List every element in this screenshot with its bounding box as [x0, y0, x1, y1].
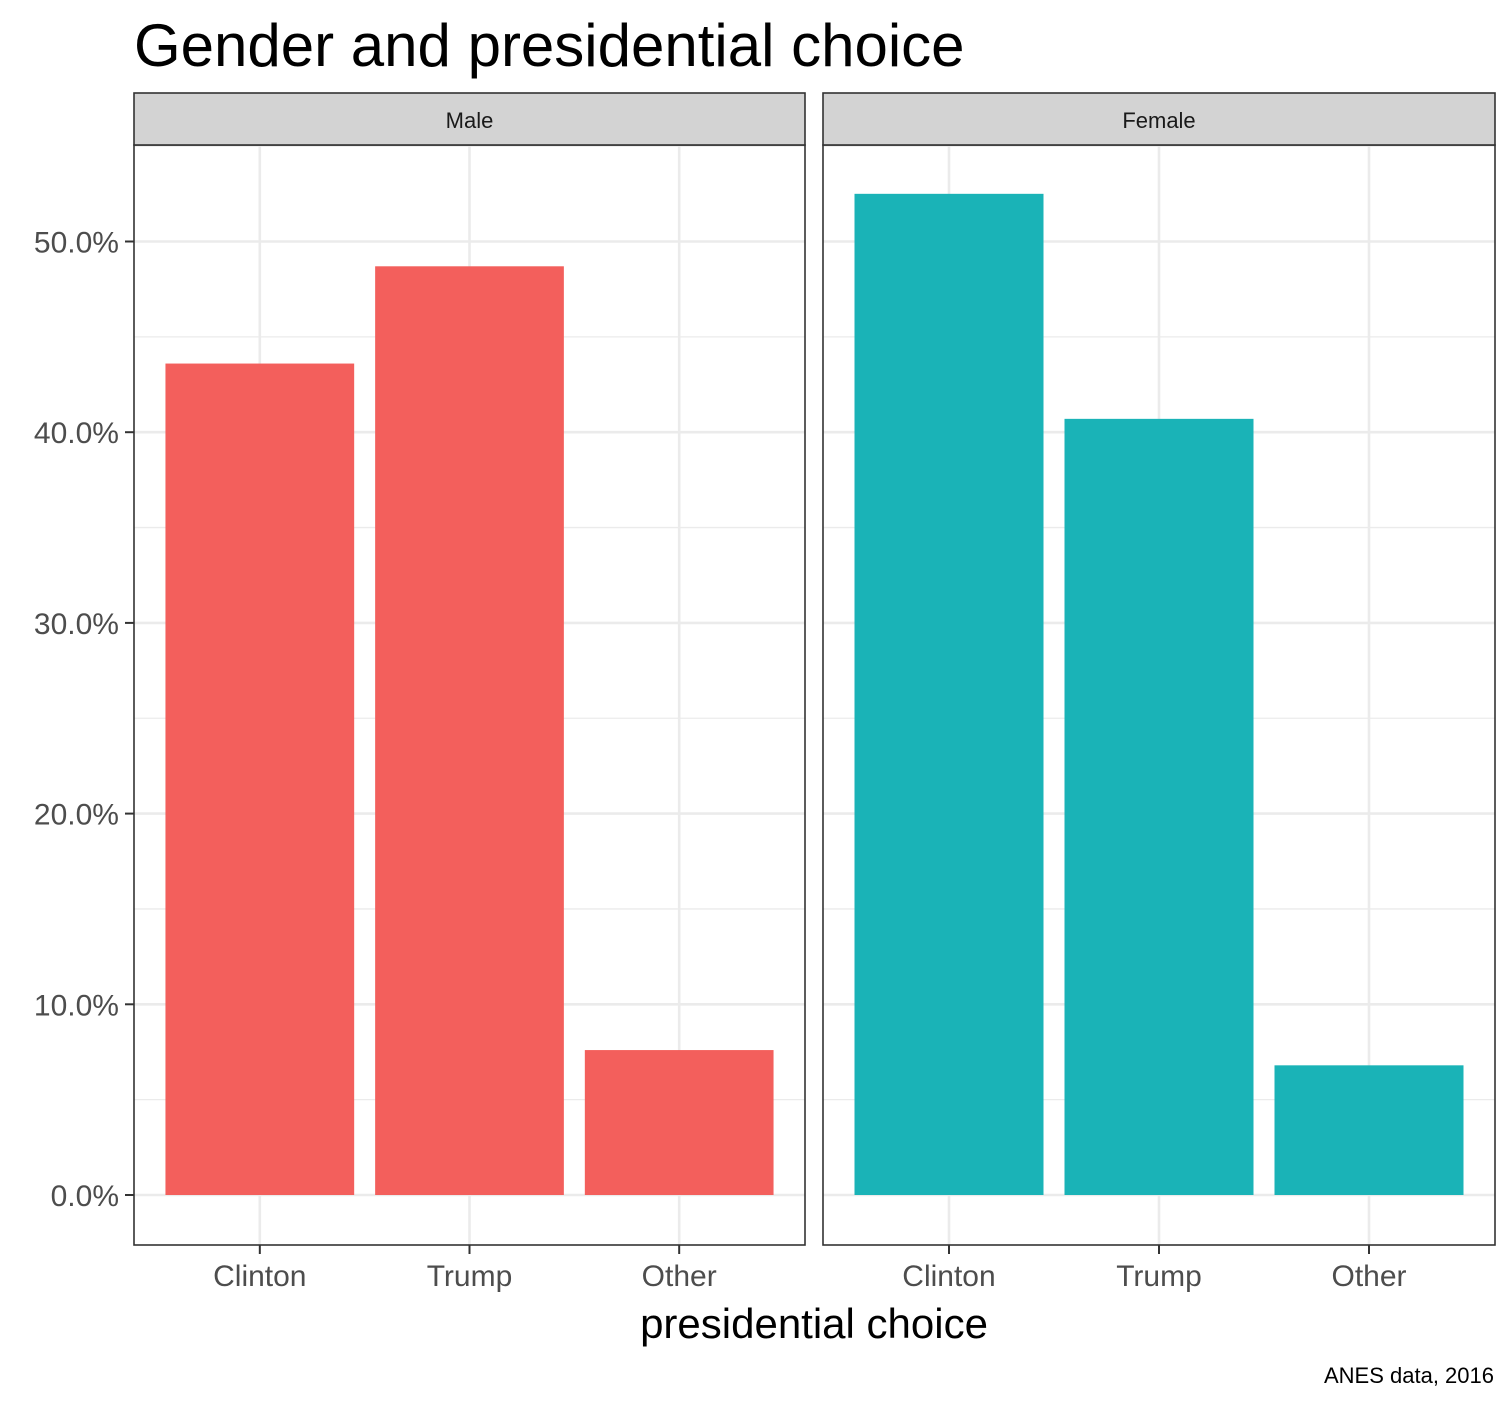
bar-female-trump	[1064, 418, 1254, 1195]
facet-strip-label: Male	[446, 108, 494, 133]
x-axis-title: presidential choice	[640, 1300, 988, 1347]
facet-strip-label: Female	[1122, 108, 1195, 133]
x-tick-label: Clinton	[213, 1260, 306, 1293]
x-tick-label: Other	[642, 1260, 717, 1293]
x-tick-label: Trump	[1116, 1260, 1202, 1293]
x-tick-label: Trump	[427, 1260, 513, 1293]
facet-strip	[133, 92, 806, 146]
y-axis: 0.0% 10.0% 20.0% 30.0% 40.0% 50.0%	[34, 227, 134, 1213]
chart-title: Gender and presidential choice	[134, 12, 965, 79]
bar-male-clinton	[165, 363, 355, 1196]
bar-female-other	[1274, 1065, 1464, 1195]
facet-panel-male: Male Clinton Trump Other	[133, 92, 806, 1293]
y-tick-label: 30.0%	[34, 608, 119, 641]
y-tick-label: 10.0%	[34, 989, 119, 1022]
y-tick-label: 0.0%	[51, 1180, 119, 1213]
facet-panel-female: Female Clinton Trump Other	[822, 92, 1496, 1293]
facet-strip	[822, 92, 1496, 146]
x-tick-label: Clinton	[902, 1260, 995, 1293]
y-tick-label: 50.0%	[34, 227, 119, 260]
y-tick-label: 20.0%	[34, 799, 119, 832]
y-tick-label: 40.0%	[34, 417, 119, 450]
chart-caption: ANES data, 2016	[1324, 1363, 1494, 1388]
bar-female-clinton	[854, 193, 1044, 1195]
x-tick-label: Other	[1331, 1260, 1406, 1293]
facet-layer: Male Clinton Trump Other Female Clinton Trump O…	[133, 92, 1496, 1293]
bar-male-trump	[375, 266, 564, 1195]
bar-male-other	[584, 1050, 774, 1195]
